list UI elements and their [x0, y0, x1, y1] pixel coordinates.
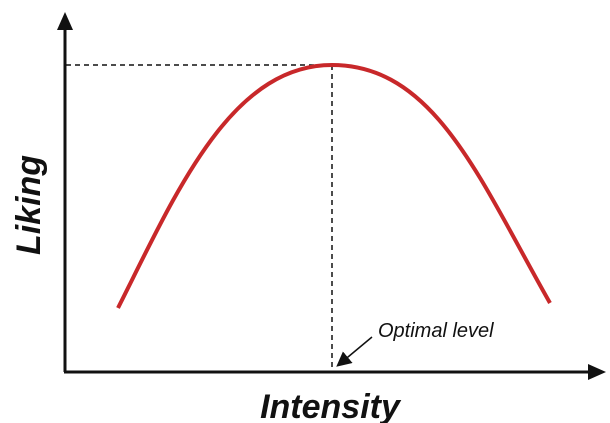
y-axis-title: Liking: [10, 155, 48, 255]
annotation-arrow: [336, 336, 373, 367]
y-axis-arrow: [57, 12, 73, 30]
annotation: Optimal level: [378, 320, 494, 342]
x-axis-arrow: [588, 364, 606, 380]
x-axis-title: Intensity: [260, 388, 402, 423]
liking-curve: [116, 62, 552, 309]
